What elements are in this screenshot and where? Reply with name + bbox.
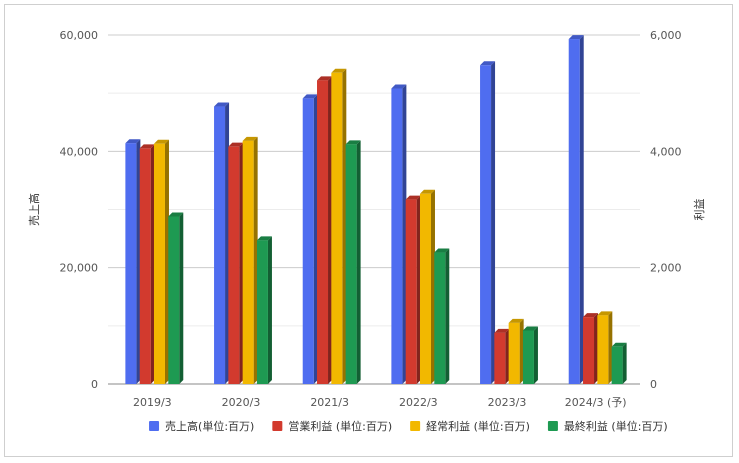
left-tick-label: 0: [91, 378, 98, 391]
bar-1-3: [302, 94, 318, 384]
bar-1-4: [391, 84, 407, 384]
bar-2-3: [317, 76, 333, 385]
x-tick-label: 2022/3: [399, 396, 438, 409]
bar-2-1: [139, 144, 155, 384]
bar-3-6: [597, 311, 613, 384]
x-axis-ticks: 2019/3 2020/3 2021/3 2022/3 2023/3 2024/3 (予): [133, 396, 627, 409]
legend-swatch: [149, 421, 160, 431]
bar-4-5: [522, 326, 538, 384]
bar-2-2: [228, 142, 244, 384]
legend-item: 最終利益 (単位:百万): [547, 419, 668, 433]
right-tick-label: 4,000: [650, 145, 682, 158]
bar-4-2: [256, 236, 272, 384]
left-tick-label: 20,000: [60, 262, 99, 275]
left-axis-ticks: 0 20,000 40,000 60,000: [60, 29, 99, 391]
x-tick-label: 2019/3: [133, 396, 172, 409]
x-tick-label: 2021/3: [310, 396, 349, 409]
right-tick-label: 6,000: [650, 29, 682, 42]
legend-item: 経常利益 (単位:百万): [410, 419, 530, 433]
legend-label: 経常利益 (単位:百万): [426, 419, 530, 433]
grid-lines: [108, 34, 640, 385]
legend: 売上高(単位:百万) 営業利益 (単位:百万) 経常利益 (単位:百万) 最終利益 (…: [149, 419, 668, 433]
bar-1-5: [480, 61, 496, 384]
legend-item: 営業利益 (単位:百万): [272, 419, 392, 433]
right-axis-ticks: 0 2,000 4,000 6,000: [650, 29, 682, 391]
legend-label: 最終利益 (単位:百万): [564, 419, 668, 433]
right-tick-label: 2,000: [650, 262, 682, 275]
left-tick-label: 60,000: [60, 29, 99, 42]
bar-4-1: [168, 212, 184, 384]
legend-label: 売上高(単位:百万): [165, 419, 254, 433]
bar-3-1: [153, 139, 169, 384]
bar-2-6: [583, 313, 599, 384]
legend-swatch: [547, 421, 558, 431]
bar-4-4: [434, 248, 450, 384]
bar-4-3: [345, 140, 361, 384]
left-tick-label: 40,000: [60, 145, 99, 158]
legend-swatch: [410, 421, 421, 431]
bar-3-3: [331, 68, 347, 384]
bar-1-2: [214, 102, 230, 385]
x-tick-label: 2024/3 (予): [565, 396, 627, 409]
right-axis-title: 利益: [692, 199, 706, 221]
x-tick-label: 2023/3: [488, 396, 527, 409]
bar-2-5: [494, 328, 510, 384]
legend-label: 営業利益 (単位:百万): [288, 419, 392, 433]
bar-2-4: [405, 195, 421, 384]
x-tick-label: 2020/3: [222, 396, 261, 409]
bar-4-6: [611, 342, 627, 384]
bar-3-2: [242, 136, 258, 384]
bars: [125, 35, 627, 385]
left-axis-title: 売上高: [27, 193, 41, 226]
right-tick-label: 0: [650, 378, 657, 391]
bar-1-1: [125, 139, 141, 384]
legend-swatch: [272, 421, 283, 431]
bar-1-6: [568, 35, 584, 385]
legend-item: 売上高(単位:百万): [149, 419, 254, 433]
bar-3-4: [419, 189, 435, 384]
bar-3-5: [508, 318, 524, 384]
